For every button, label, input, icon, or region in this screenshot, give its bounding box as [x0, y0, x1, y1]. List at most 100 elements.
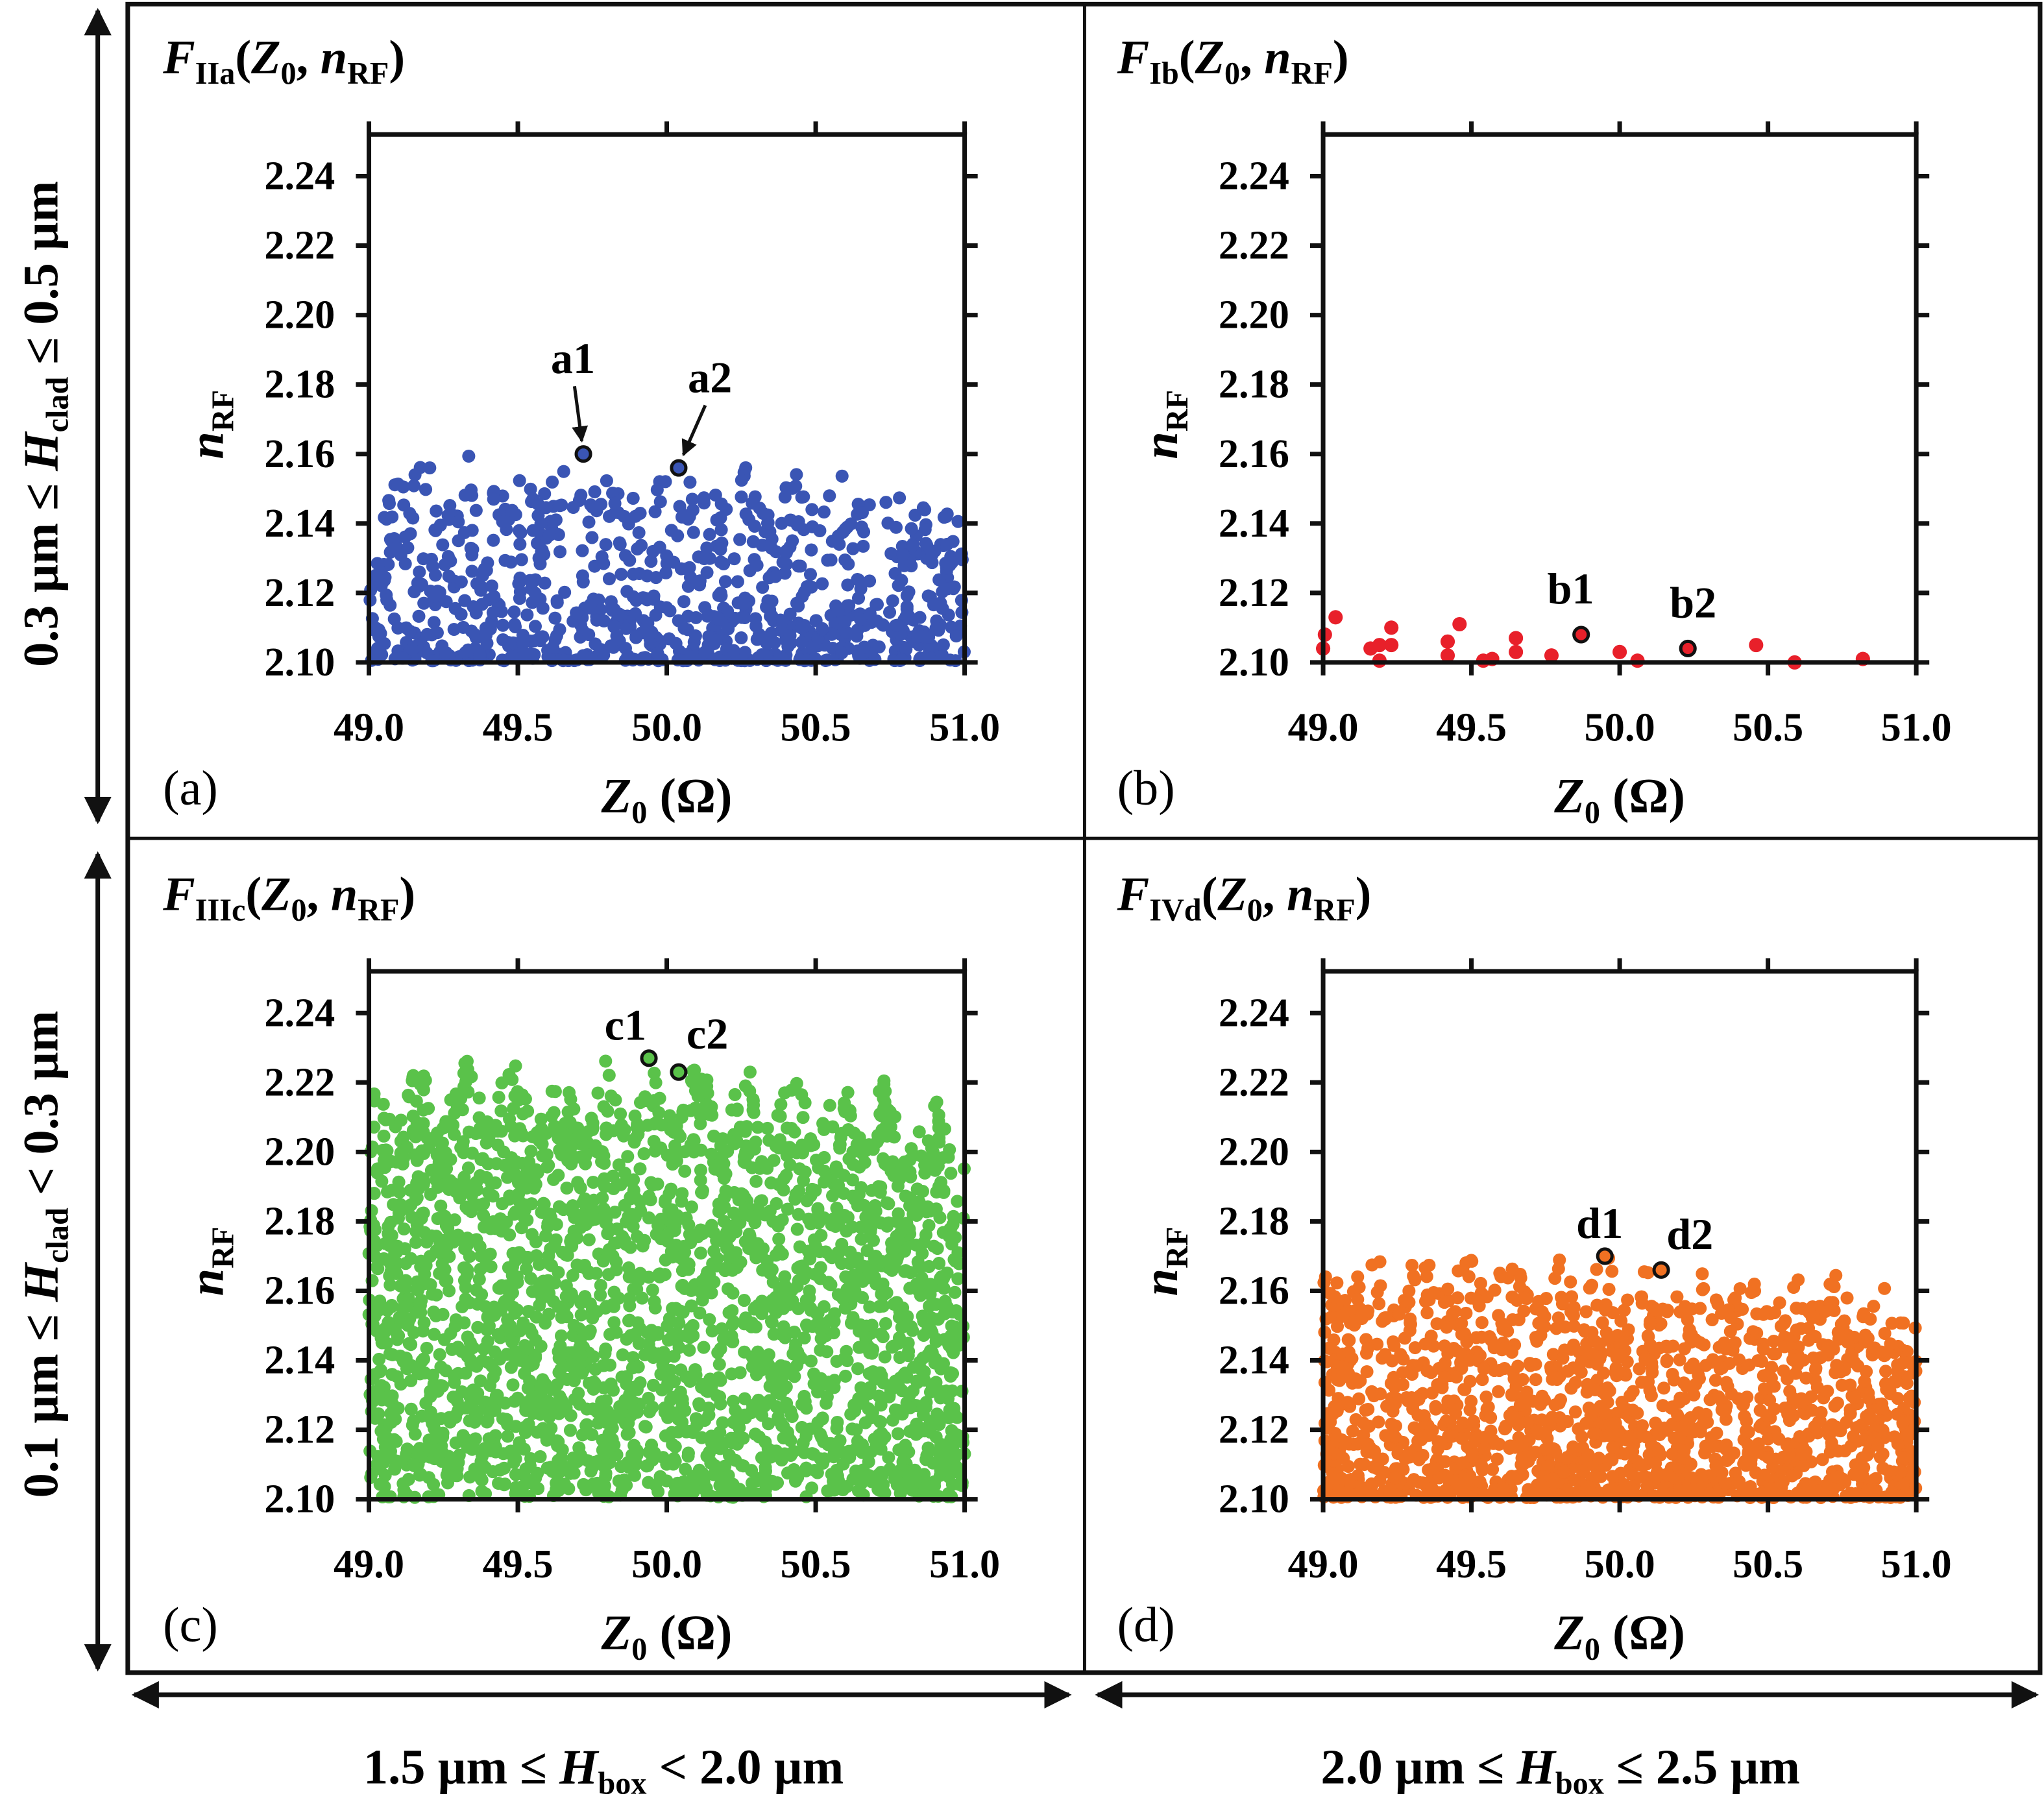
data-point	[1365, 1477, 1378, 1490]
data-point	[1420, 1306, 1434, 1320]
data-point	[1384, 1377, 1398, 1391]
x-label-unit: (Ω)	[1600, 768, 1685, 823]
data-point	[620, 585, 634, 598]
data-point	[1778, 1340, 1792, 1354]
panel-letter: (c)	[163, 1598, 218, 1653]
data-point	[423, 1444, 437, 1457]
data-point	[424, 1278, 437, 1292]
data-point	[443, 1230, 456, 1244]
y-tick-label: 2.16	[264, 1269, 335, 1313]
data-point	[559, 1461, 573, 1474]
data-point	[838, 1369, 852, 1383]
data-point	[498, 1158, 511, 1172]
data-point	[694, 1117, 707, 1130]
data-point	[554, 1339, 567, 1353]
data-point	[417, 552, 430, 566]
data-point	[489, 1119, 503, 1132]
data-point	[846, 542, 860, 555]
data-point	[687, 526, 700, 539]
data-point	[385, 1368, 399, 1381]
data-point	[910, 1417, 923, 1431]
data-point	[718, 1330, 731, 1344]
data-point	[664, 1182, 678, 1196]
data-point	[1793, 1429, 1807, 1444]
data-point	[1617, 1304, 1631, 1317]
data-point	[653, 541, 666, 554]
data-point	[623, 553, 637, 567]
data-point	[1477, 1362, 1490, 1376]
data-point	[1602, 1283, 1616, 1296]
data-point	[683, 1331, 697, 1344]
data-point	[439, 646, 453, 660]
data-point	[373, 1477, 387, 1491]
data-point	[502, 1290, 516, 1304]
x-tick-label: 51.0	[929, 705, 1000, 749]
data-point	[735, 1459, 749, 1472]
data-point	[389, 541, 402, 555]
data-point	[1402, 1284, 1416, 1298]
panel-a: FIIa(Z0, nRF)a1 a22.102.122.142.162.182.2…	[162, 31, 1000, 830]
data-point	[534, 516, 548, 530]
bottom-row-hclad-range: 0.1 µm ≤ Hclad < 0.3 µm	[13, 1010, 75, 1498]
data-point	[911, 1255, 925, 1269]
data-point	[546, 475, 559, 489]
data-point	[703, 528, 716, 541]
data-point	[587, 1176, 600, 1189]
data-point	[600, 474, 613, 487]
data-point	[541, 1217, 555, 1230]
data-point	[740, 1120, 753, 1134]
panel-c: FIIIc(Z0, nRF)c1 c22.102.122.142.162.182.…	[162, 868, 1000, 1667]
data-point	[1827, 1280, 1841, 1294]
data-point	[932, 1108, 945, 1122]
data-point	[485, 579, 498, 593]
data-point	[436, 538, 450, 552]
data-point	[672, 1127, 685, 1141]
x-tick-label: 49.0	[334, 1542, 404, 1586]
data-point	[522, 1399, 536, 1413]
data-point	[1736, 1398, 1749, 1412]
y-label-n: n	[1133, 431, 1188, 459]
y-tick-label: 2.14	[264, 1339, 335, 1383]
data-point	[651, 1177, 664, 1191]
data-point	[403, 507, 417, 520]
data-point	[862, 1469, 876, 1483]
data-point	[882, 605, 897, 619]
data-point	[607, 603, 621, 616]
data-point	[1723, 1324, 1737, 1338]
data-point	[529, 1333, 542, 1347]
data-point	[748, 1216, 762, 1230]
data-point	[557, 465, 570, 478]
data-point	[682, 1257, 696, 1271]
data-point	[863, 607, 877, 620]
data-point	[579, 1150, 592, 1163]
data-point	[797, 1446, 811, 1459]
data-point	[765, 1316, 779, 1330]
data-point	[611, 1236, 624, 1250]
data-point	[456, 1139, 469, 1152]
data-point	[1799, 1371, 1813, 1385]
data-point	[448, 1319, 462, 1333]
data-point	[809, 1306, 823, 1320]
data-point	[1372, 638, 1387, 653]
data-point	[447, 622, 461, 637]
data-point	[746, 1235, 760, 1249]
x-label-subscript: 0	[1585, 796, 1600, 830]
data-point	[529, 1235, 543, 1248]
data-point	[402, 1337, 416, 1350]
title-n-subscript: RF	[1313, 893, 1355, 928]
data-point	[396, 1301, 409, 1315]
data-point	[937, 1271, 951, 1285]
data-point	[817, 505, 831, 519]
data-point	[675, 1280, 688, 1293]
data-point	[419, 483, 433, 496]
data-point	[430, 504, 443, 518]
data-point	[452, 1403, 465, 1417]
data-point	[629, 1191, 642, 1205]
data-point	[413, 565, 426, 579]
data-point	[716, 1148, 729, 1162]
data-point	[777, 1431, 790, 1445]
data-point	[501, 1446, 515, 1460]
y-tick-label: 2.18	[1219, 363, 1289, 407]
data-point	[1583, 1281, 1596, 1295]
data-point	[916, 1184, 929, 1198]
